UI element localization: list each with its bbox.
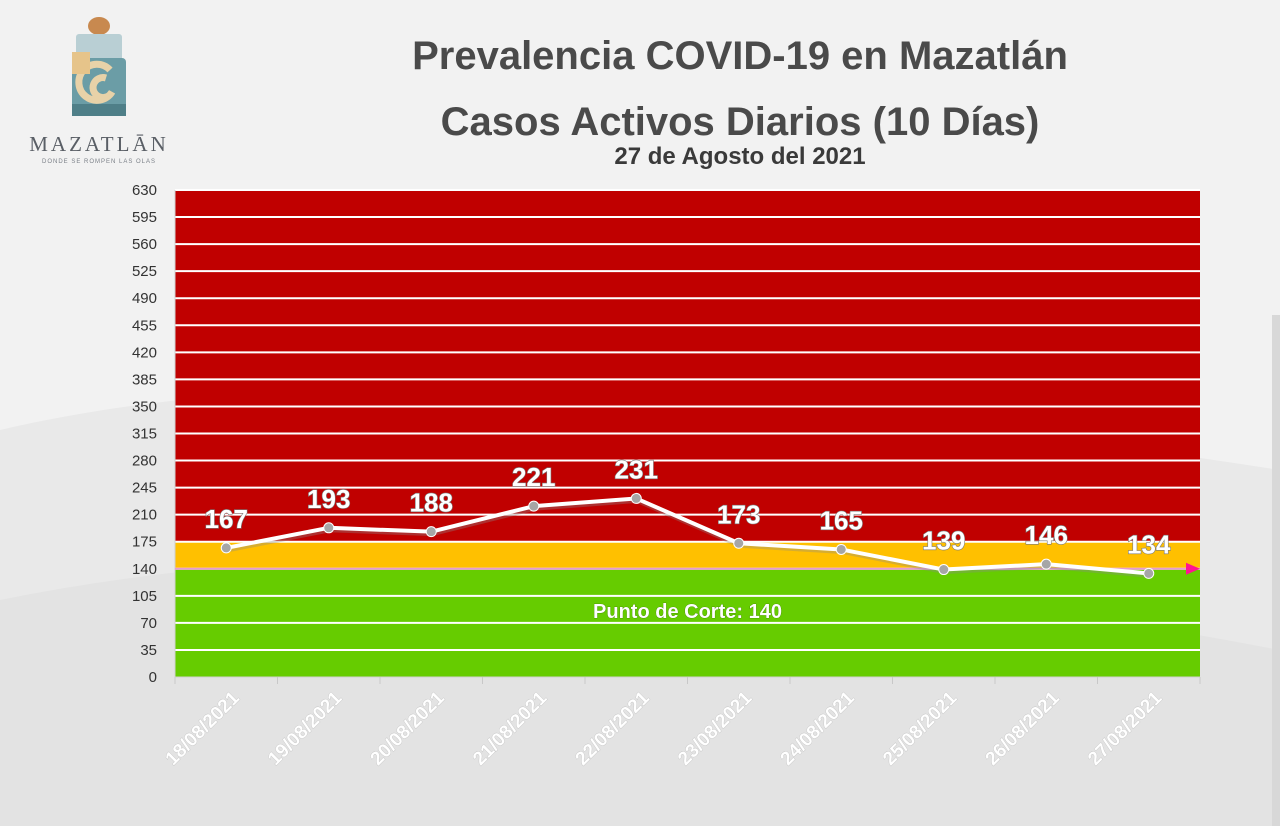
- data-label: 188: [410, 488, 453, 518]
- y-tick-label: 245: [132, 480, 157, 497]
- data-label: 139: [922, 526, 965, 556]
- y-tick-label: 0: [149, 669, 157, 686]
- data-point: [1040, 558, 1052, 570]
- data-label: 231: [615, 454, 658, 484]
- x-tick-label: 24/08/2021: [777, 687, 859, 769]
- data-label: 146: [1025, 520, 1068, 550]
- data-point: [220, 542, 232, 554]
- mazatlan-logo: MAZATLĀN DONDE SE ROMPEN LAS OLAS: [14, 14, 184, 174]
- data-label: 167: [205, 504, 248, 534]
- data-point: [425, 526, 437, 538]
- x-tick-label: 26/08/2021: [982, 687, 1064, 769]
- logo-tagline: DONDE SE ROMPEN LAS OLAS: [41, 159, 157, 165]
- y-tick-label: 630: [132, 182, 157, 199]
- band-red: [175, 190, 1200, 542]
- x-tick-label: 20/08/2021: [367, 687, 449, 769]
- cutoff-arrow-icon: [1186, 562, 1200, 575]
- data-point: [1143, 567, 1155, 579]
- y-tick-label: 140: [132, 561, 157, 578]
- y-tick-label: 70: [140, 615, 157, 632]
- data-point: [323, 522, 335, 534]
- chart-title: Prevalencia COVID-19 en Mazatlán: [412, 34, 1068, 78]
- data-point: [630, 492, 642, 504]
- chart-date: 27 de Agosto del 2021: [614, 143, 866, 170]
- data-point: [938, 564, 950, 576]
- x-tick-label: 25/08/2021: [879, 687, 961, 769]
- x-tick-label: 21/08/2021: [469, 687, 551, 769]
- y-tick-label: 105: [132, 588, 157, 605]
- logo-name: MAZATLĀN: [29, 132, 169, 156]
- y-tick-label: 490: [132, 290, 157, 307]
- y-tick-label: 280: [132, 453, 157, 470]
- y-tick-label: 210: [132, 507, 157, 524]
- mazatlan-emblem-icon: [72, 17, 126, 116]
- chart-subtitle: Casos Activos Diarios (10 Días): [440, 100, 1040, 144]
- y-tick-label: 350: [132, 398, 157, 415]
- data-label: 193: [307, 484, 350, 514]
- y-tick-label: 420: [132, 344, 157, 361]
- y-tick-label: 560: [132, 236, 157, 253]
- x-tick-label: 19/08/2021: [264, 687, 346, 769]
- x-tick-label: 22/08/2021: [572, 687, 654, 769]
- y-tick-label: 385: [132, 371, 157, 388]
- series-line: [225, 496, 1149, 576]
- data-point: [733, 537, 745, 549]
- data-point: [835, 543, 847, 555]
- data-point: [528, 500, 540, 512]
- y-tick-label: 35: [140, 642, 157, 659]
- data-label: 221: [512, 462, 555, 492]
- y-tick-label: 315: [132, 426, 157, 443]
- cutoff-label: Punto de Corte: 140: [593, 601, 782, 623]
- y-tick-label: 175: [132, 534, 157, 551]
- x-tick-label: 27/08/2021: [1084, 687, 1166, 769]
- y-tick-label: 595: [132, 209, 157, 226]
- data-label: 134: [1127, 529, 1171, 559]
- x-tick-label: 18/08/2021: [162, 687, 244, 769]
- y-tick-label: 455: [132, 317, 157, 334]
- data-label: 165: [820, 505, 863, 535]
- y-tick-label: 525: [132, 263, 157, 280]
- x-tick-label: 23/08/2021: [674, 687, 756, 769]
- data-label: 173: [717, 499, 760, 529]
